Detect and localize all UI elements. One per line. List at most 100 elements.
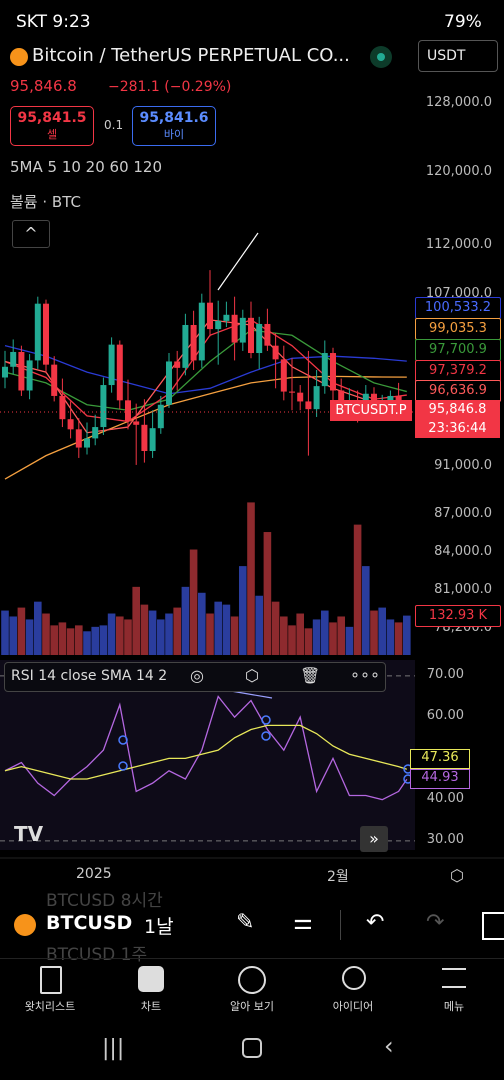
rsi-legend-bar[interactable]: RSI 14 close SMA 14 2 ◎ ⬡ 🗑 ∘∘∘ [4, 662, 386, 692]
candle-body [100, 385, 107, 428]
volume-bar [378, 607, 386, 655]
redo[interactable]: ↷ [426, 910, 445, 935]
y-tick-label: 120,000.0 [425, 163, 492, 179]
draw-tool[interactable]: ✎ [236, 910, 255, 935]
ma-label: 97,700.9 [415, 339, 501, 361]
nav-item[interactable]: 왓치리스트 [24, 1000, 76, 1013]
android-home[interactable] [242, 1038, 262, 1058]
nav-item[interactable]: 메뉴 [443, 1000, 465, 1013]
rsi-legend: RSI 14 close SMA 14 2 [11, 668, 168, 684]
volume-bar [362, 566, 370, 655]
candle-body [157, 404, 164, 429]
volume-bar [288, 625, 296, 655]
ma-label: 97,379.2 [415, 360, 501, 382]
volume-bar [206, 613, 214, 655]
candle-body [223, 314, 230, 321]
more-icon[interactable]: ∘∘∘ [350, 665, 381, 684]
candle-body [108, 344, 115, 386]
nav-icon [342, 966, 366, 990]
delete-icon[interactable]: 🗑 [300, 666, 321, 685]
candle-body [305, 401, 312, 410]
volume-bar [198, 592, 206, 655]
nav-item[interactable]: 아이디어 [332, 1000, 374, 1013]
nav-item[interactable]: 차트 [140, 1000, 162, 1013]
toolbar-interval[interactable]: 1날 [144, 916, 174, 938]
candle-body [313, 386, 320, 410]
volume-bar [255, 595, 263, 655]
volume-bar [25, 619, 34, 655]
y-tick-label: 128,000.0 [425, 94, 492, 110]
volume-bar [403, 615, 411, 655]
android-recent[interactable]: ||| [102, 1036, 125, 1061]
volume-bar [321, 610, 329, 655]
market-status[interactable] [370, 46, 392, 68]
volume-bar [230, 616, 239, 655]
eye-icon[interactable]: ◎ [190, 666, 204, 685]
divider [340, 910, 341, 940]
candle-body [338, 390, 345, 405]
candle-body [207, 302, 213, 330]
nav-icon [238, 966, 266, 994]
candle-body [75, 429, 82, 448]
sell-price: 95,841.5 [17, 110, 87, 126]
price-change: −281.1 (−0.29%) [108, 79, 232, 95]
candle-body [280, 359, 287, 392]
candle-body [67, 419, 74, 430]
buy-button[interactable]: 95,841.6 바이 [132, 106, 216, 146]
volume-bar [148, 610, 157, 655]
candle-body [133, 421, 140, 425]
volume-bar [17, 607, 26, 655]
candle-body [92, 427, 99, 439]
sell-button[interactable]: 95,841.5 셀 [10, 106, 94, 146]
volume-bar [353, 524, 362, 655]
volume-bar [132, 586, 140, 655]
last-price-label: 95,846.8 [428, 402, 487, 417]
volume-legend: 볼륨 · BTC [10, 193, 81, 211]
last-price-tag: 95,846.8 23:36:44 [415, 400, 500, 438]
volume-bar [239, 566, 247, 655]
volume-bar [75, 625, 83, 655]
volume-bar [181, 586, 190, 655]
candle-body [239, 317, 246, 343]
collapse-button[interactable]: ^ [12, 220, 50, 248]
candle-body [182, 324, 189, 368]
y-tick-label: 91,000.0 [434, 458, 492, 474]
volume-bar [9, 616, 17, 655]
candle-body [174, 361, 181, 368]
volume-bar [116, 616, 124, 655]
candle-body [2, 366, 8, 378]
android-back[interactable]: ‹ [384, 1032, 394, 1060]
volume-bar [247, 502, 255, 655]
rsi-tick-label: 30.00 [426, 831, 464, 847]
symbol-title: Bitcoin / TetherUS PERPETUAL CO... [32, 45, 350, 66]
candle-body [321, 353, 328, 387]
axis-settings[interactable]: ⬡ [450, 866, 464, 885]
volume-bar [189, 549, 198, 655]
rsi-marker [118, 761, 128, 771]
divider [0, 958, 504, 959]
candle-body [59, 395, 66, 420]
rsi-marker [118, 735, 128, 745]
candle-body [166, 361, 172, 405]
volume-bar [173, 607, 181, 655]
fullscreen[interactable] [482, 912, 504, 940]
volume-bar [50, 625, 58, 655]
interval-above: BTCUSD 8시간 [46, 891, 163, 911]
volume-bar [394, 622, 403, 655]
nav-icon [40, 966, 62, 994]
rsi-sma-label: 47.36 [410, 749, 470, 769]
undo[interactable]: ↶ [366, 910, 385, 935]
toolbar-symbol[interactable]: BTCUSD [46, 912, 133, 934]
currency-select[interactable]: USDT [418, 40, 498, 72]
y-tick-label: 81,000.0 [434, 582, 492, 598]
indicators-tool[interactable]: ⚌ [293, 910, 313, 935]
symbol-tag: BTCUSDT.P [330, 400, 412, 421]
nav-item[interactable]: 알아 보기 [230, 1000, 274, 1013]
moving-average [4, 329, 407, 411]
candle-body [84, 438, 90, 448]
settings-icon[interactable]: ⬡ [245, 666, 259, 685]
volume-bar [312, 619, 321, 655]
scroll-right[interactable]: » [360, 826, 388, 852]
candle-body [125, 400, 131, 422]
